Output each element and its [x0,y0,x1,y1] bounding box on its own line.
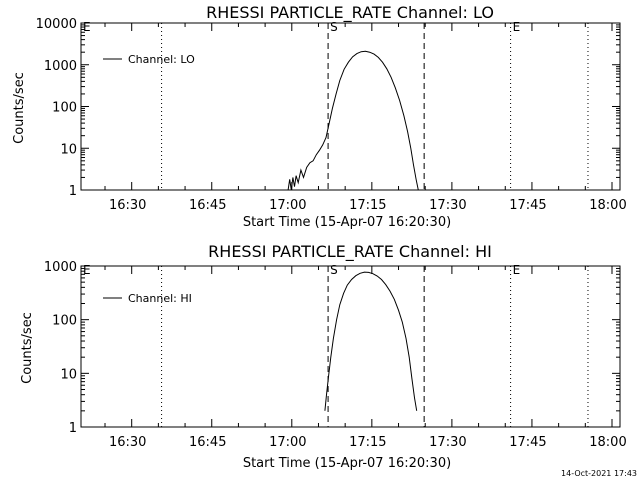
x-tick-label: 16:30 [109,435,146,450]
y-tick-label: 10000 [36,17,77,32]
marker-label: S [330,263,338,277]
marker-label: E [83,20,91,34]
x-tick-label: 18:00 [589,198,626,213]
x-tick-label: 17:15 [349,198,386,213]
x-tick-label: 16:45 [189,435,226,450]
chart-title: RHESSI PARTICLE_RATE Channel: LO [206,3,494,23]
data-series-line [287,50,419,191]
y-tick-label: 1 [69,184,77,199]
x-tick-label: 18:00 [589,435,626,450]
footer-timestamp: 14-Oct-2021 17:43 [561,469,637,478]
x-tick-label: 17:30 [429,198,466,213]
x-tick-label: 17:00 [269,435,306,450]
y-tick-label: 1 [69,421,77,436]
x-tick-label: 17:30 [429,435,466,450]
x-tick-label: 16:30 [109,198,146,213]
y-axis-label: Counts/sec [20,312,35,384]
y-tick-label: 1000 [44,260,77,275]
marker-label: E [513,263,521,277]
x-tick-label: 17:45 [509,435,546,450]
x-axis-label: Start Time (15-Apr-07 16:20:30) [243,456,451,471]
x-tick-label: 16:45 [189,198,226,213]
chart-title: RHESSI PARTICLE_RATE Channel: HI [208,242,492,262]
x-tick-label: 17:45 [509,198,546,213]
legend-label: Channel: HI [128,292,192,305]
x-axis-label: Start Time (15-Apr-07 16:20:30) [243,215,451,230]
y-tick-label: 100 [52,101,77,116]
y-tick-label: 10 [60,367,77,382]
y-tick-label: 10 [60,142,77,157]
y-tick-label: 100 [52,314,77,329]
marker-label: E [83,263,91,277]
y-axis-label: Counts/sec [12,72,27,144]
chart-panel-hi: RHESSI PARTICLE_RATE Channel: HI Counts/… [20,242,627,471]
y-tick-label: 1000 [44,59,77,74]
x-tick-label: 17:00 [269,198,306,213]
marker-label: S [330,20,338,34]
x-tick-label: 17:15 [349,435,386,450]
marker-label: E [513,20,521,34]
plot-frame [80,22,621,191]
plot-frame [80,265,621,428]
chart-panel-lo: RHESSI PARTICLE_RATE Channel: LO Counts/… [12,3,627,230]
data-series-line [324,271,418,411]
